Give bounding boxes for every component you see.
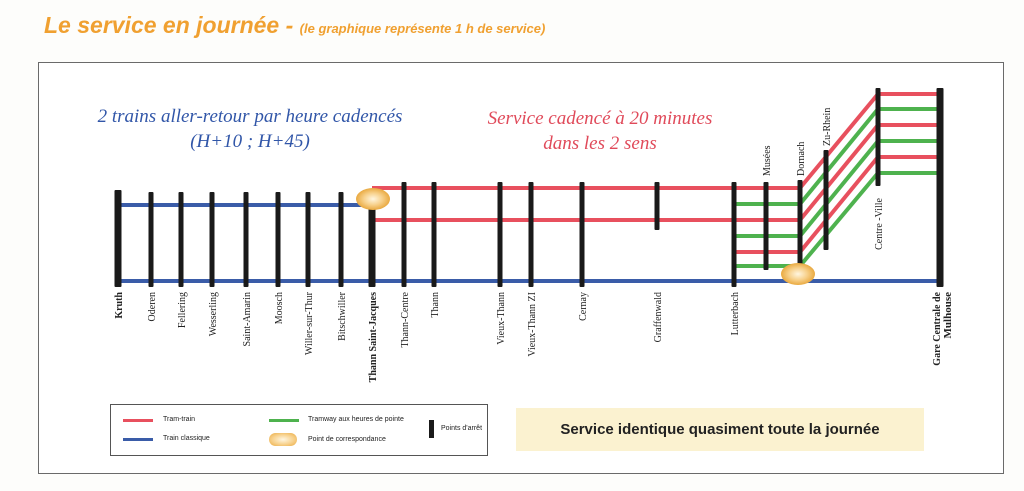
legend-stop-label: Points d'arrêt [441,425,483,432]
legend-train-classique-label: Train classique [163,435,210,442]
diagonal-line-4 [798,139,880,238]
service-banner: Service identique quasiment toute la jou… [516,408,924,451]
stop-musees [763,182,769,270]
station-label-dornach: Dornach [796,142,807,176]
diagonal-line-3 [798,123,880,222]
station-label-gare-centrale-line2: Mulhouse [942,292,954,339]
station-label-saint-amarin: Saint-Amarin [242,292,253,346]
title-main: Le service en journée - [44,12,294,38]
station-label-graffenwald: Graffenwald [653,292,664,342]
diagonal-line-2 [798,107,880,206]
blue-service-note: 2 trains aller-retour par heure cadencés… [70,104,430,154]
station-label-vieux-thann-zi: Vieux-Thann ZI [527,292,538,357]
correspondance-thann-saint-jacques [356,188,390,210]
page-title: Le service en journée - (le graphique re… [44,12,545,39]
station-label-vieux-thann: Vieux-Thann [496,292,507,345]
stop-vieux-thann [497,182,503,287]
station-label-wesserling: Wesserling [208,292,219,336]
station-label-centre-ville: Centre -Ville [874,197,885,249]
station-label-musees: Musées [762,145,773,176]
stop-kruth [114,190,122,287]
stop-thann-saint-jacques [368,196,376,287]
station-label-zu-rhein: Zu-Rhein [822,108,833,146]
stop-zu-rhein [823,150,829,250]
stop-thann-centre [401,182,407,287]
station-label-fellering: Fellering [177,292,188,328]
legend-tramway-swatch [269,419,299,422]
stop-fellering [178,192,184,287]
station-label-thann-centre: Thann-Centre [400,291,411,347]
stop-centre-ville [875,88,881,186]
station-label-cernay: Cernay [578,292,589,321]
diagonal-line-1 [798,92,880,190]
legend-stop-icon [429,420,434,438]
stop-thann [431,182,437,287]
blue-note-line1: 2 trains aller-retour par heure cadencés [97,106,403,127]
stop-lutterbach [731,182,737,287]
legend-correspondance-icon [269,433,297,446]
stop-dornach [797,180,803,272]
stop-graffenwald [654,182,660,230]
station-label-bitschwiller: Bitschwiller [337,291,348,341]
stop-oderen [148,192,154,287]
legend-correspondance-label: Point de correspondance [308,436,386,443]
stop-gare-centrale [936,88,944,287]
diagonal-line-5 [798,155,880,254]
station-label-lutterbach: Lutterbach [730,292,741,335]
legend: Tram-train Train classique Tramway aux h… [110,404,488,456]
red-service-note: Service cadencé à 20 minutes dans les 2 … [460,106,740,156]
stop-willer-sur-thur [305,192,311,287]
legend-tram-train-label: Tram-train [163,416,196,423]
correspondance-dornach [781,263,815,285]
station-label-willer-sur-thur: Willer-sur-Thur [304,291,315,355]
red-note-line1: Service cadencé à 20 minutes [487,108,713,129]
station-label-gare-centrale: Gare Centrale de [932,291,943,365]
stop-saint-amarin [243,192,249,287]
legend-tram-train-swatch [123,419,153,422]
stop-moosch [275,192,281,287]
red-note-line2: dans les 2 sens [543,133,657,154]
stop-vieux-thann-zi [528,182,534,287]
station-label-thann-saint-jacques: Thann Saint-Jacques [368,292,379,382]
stop-cernay [579,182,585,287]
title-subtitle: (le graphique représente 1 h de service) [299,21,546,36]
legend-tramway-label: Tramway aux heures de pointe [308,416,404,423]
station-label-oderen: Oderen [147,292,158,321]
stop-wesserling [209,192,215,287]
station-label-thann: Thann [430,292,441,318]
blue-note-line2: (H+10 ; H+45) [190,131,310,152]
station-label-moosch: Moosch [274,292,285,324]
stop-bitschwiller [338,192,344,287]
legend-train-classique-swatch [123,438,153,441]
diagonal-line-6 [798,171,880,268]
station-label-kruth: Kruth [114,292,125,319]
